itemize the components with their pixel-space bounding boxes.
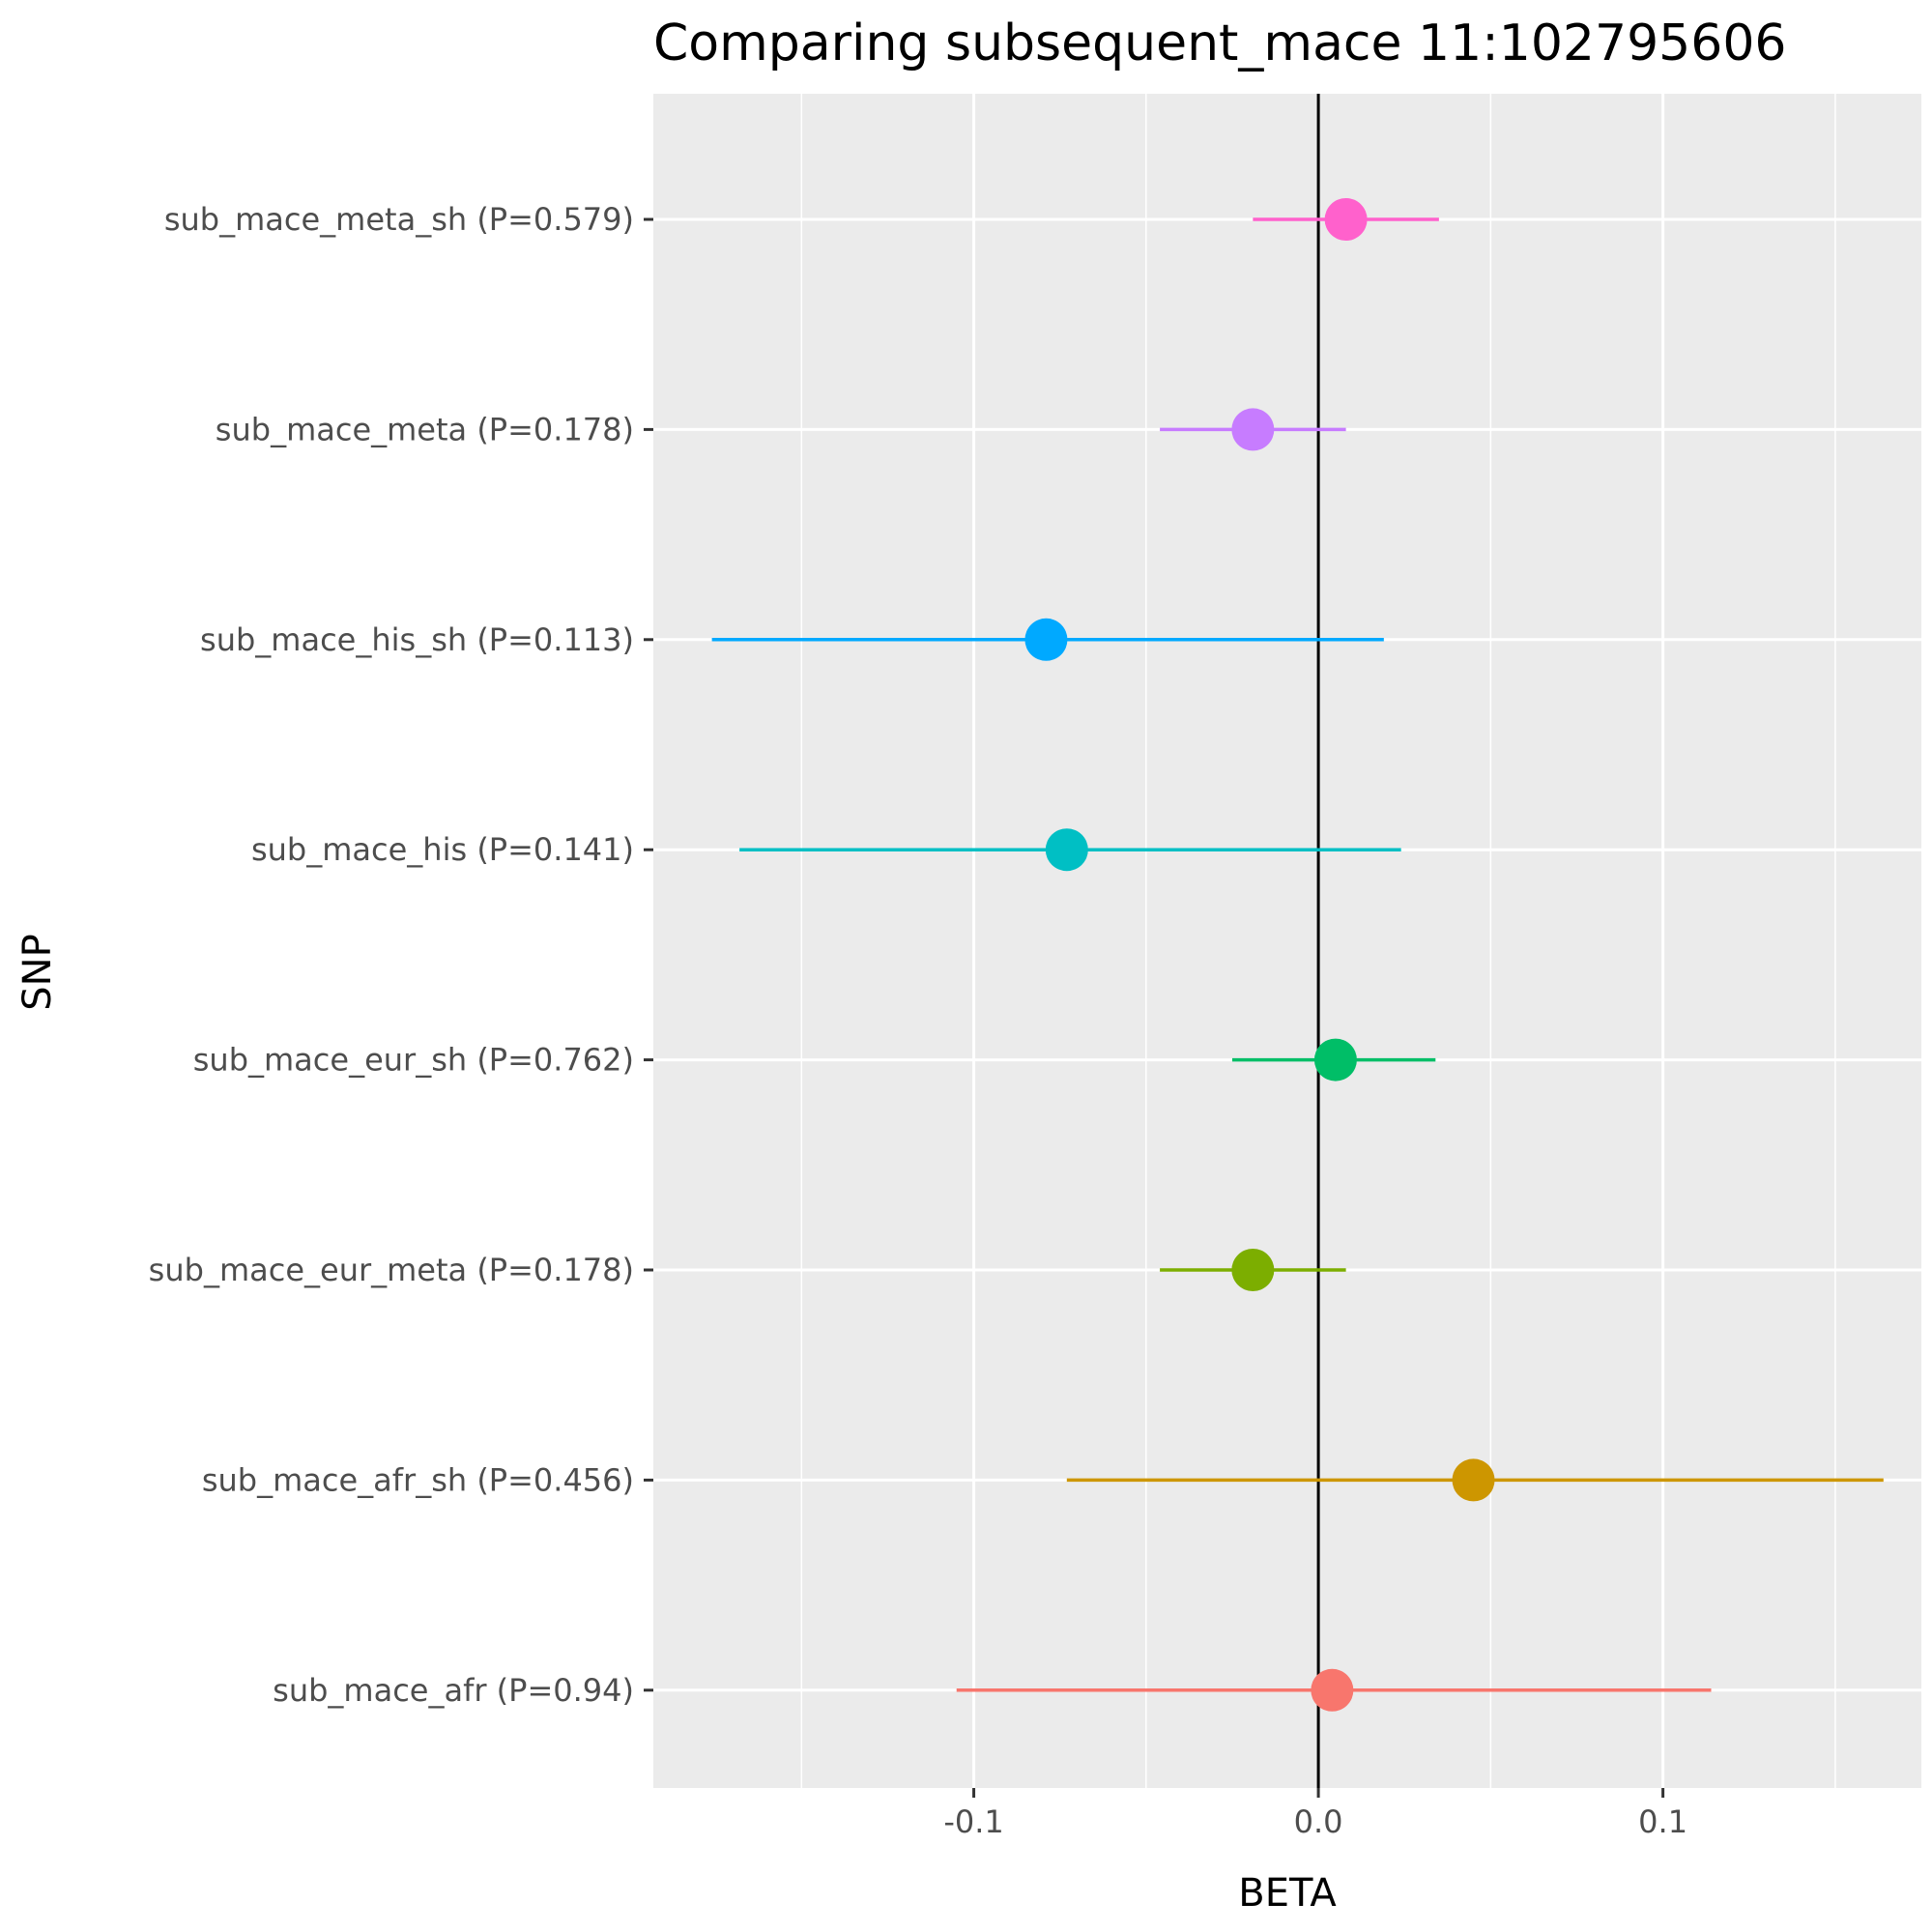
point: [1045, 828, 1088, 872]
y-tick-label: sub_mace_his (P=0.141): [251, 831, 634, 868]
point: [1313, 1038, 1357, 1081]
y-tick-label: sub_mace_meta (P=0.178): [216, 411, 634, 447]
x-tick-label: 0.0: [1294, 1803, 1343, 1840]
point: [1231, 408, 1275, 451]
y-tick-label: sub_mace_afr (P=0.94): [273, 1672, 634, 1709]
x-axis-title: BETA: [1238, 1871, 1337, 1916]
point: [1452, 1458, 1495, 1502]
y-axis: sub_mace_meta_sh (P=0.579) sub_mace_meta …: [149, 201, 653, 1709]
y-axis-title: SNP: [15, 934, 60, 1010]
point: [1311, 1668, 1354, 1712]
x-tick-label: -0.1: [943, 1803, 1003, 1840]
plot-panel: [653, 94, 1921, 1788]
point: [1231, 1249, 1275, 1291]
y-tick-label: sub_mace_meta_sh (P=0.579): [164, 201, 634, 238]
y-tick-label: sub_mace_afr_sh (P=0.456): [202, 1461, 634, 1498]
chart-title: Comparing subsequent_mace 11:102795606: [653, 14, 1787, 72]
y-tick-label: sub_mace_his_sh (P=0.113): [200, 621, 634, 658]
y-tick-label: sub_mace_eur_sh (P=0.762): [193, 1042, 634, 1079]
x-tick-label: 0.1: [1638, 1803, 1687, 1840]
x-axis: -0.1 0.0 0.1: [943, 1788, 1687, 1840]
minor-gridlines: [800, 94, 1836, 1788]
y-tick-label: sub_mace_eur_meta (P=0.178): [149, 1252, 634, 1288]
data-marks: [711, 198, 1884, 1712]
point: [1024, 618, 1068, 661]
point: [1324, 198, 1368, 241]
